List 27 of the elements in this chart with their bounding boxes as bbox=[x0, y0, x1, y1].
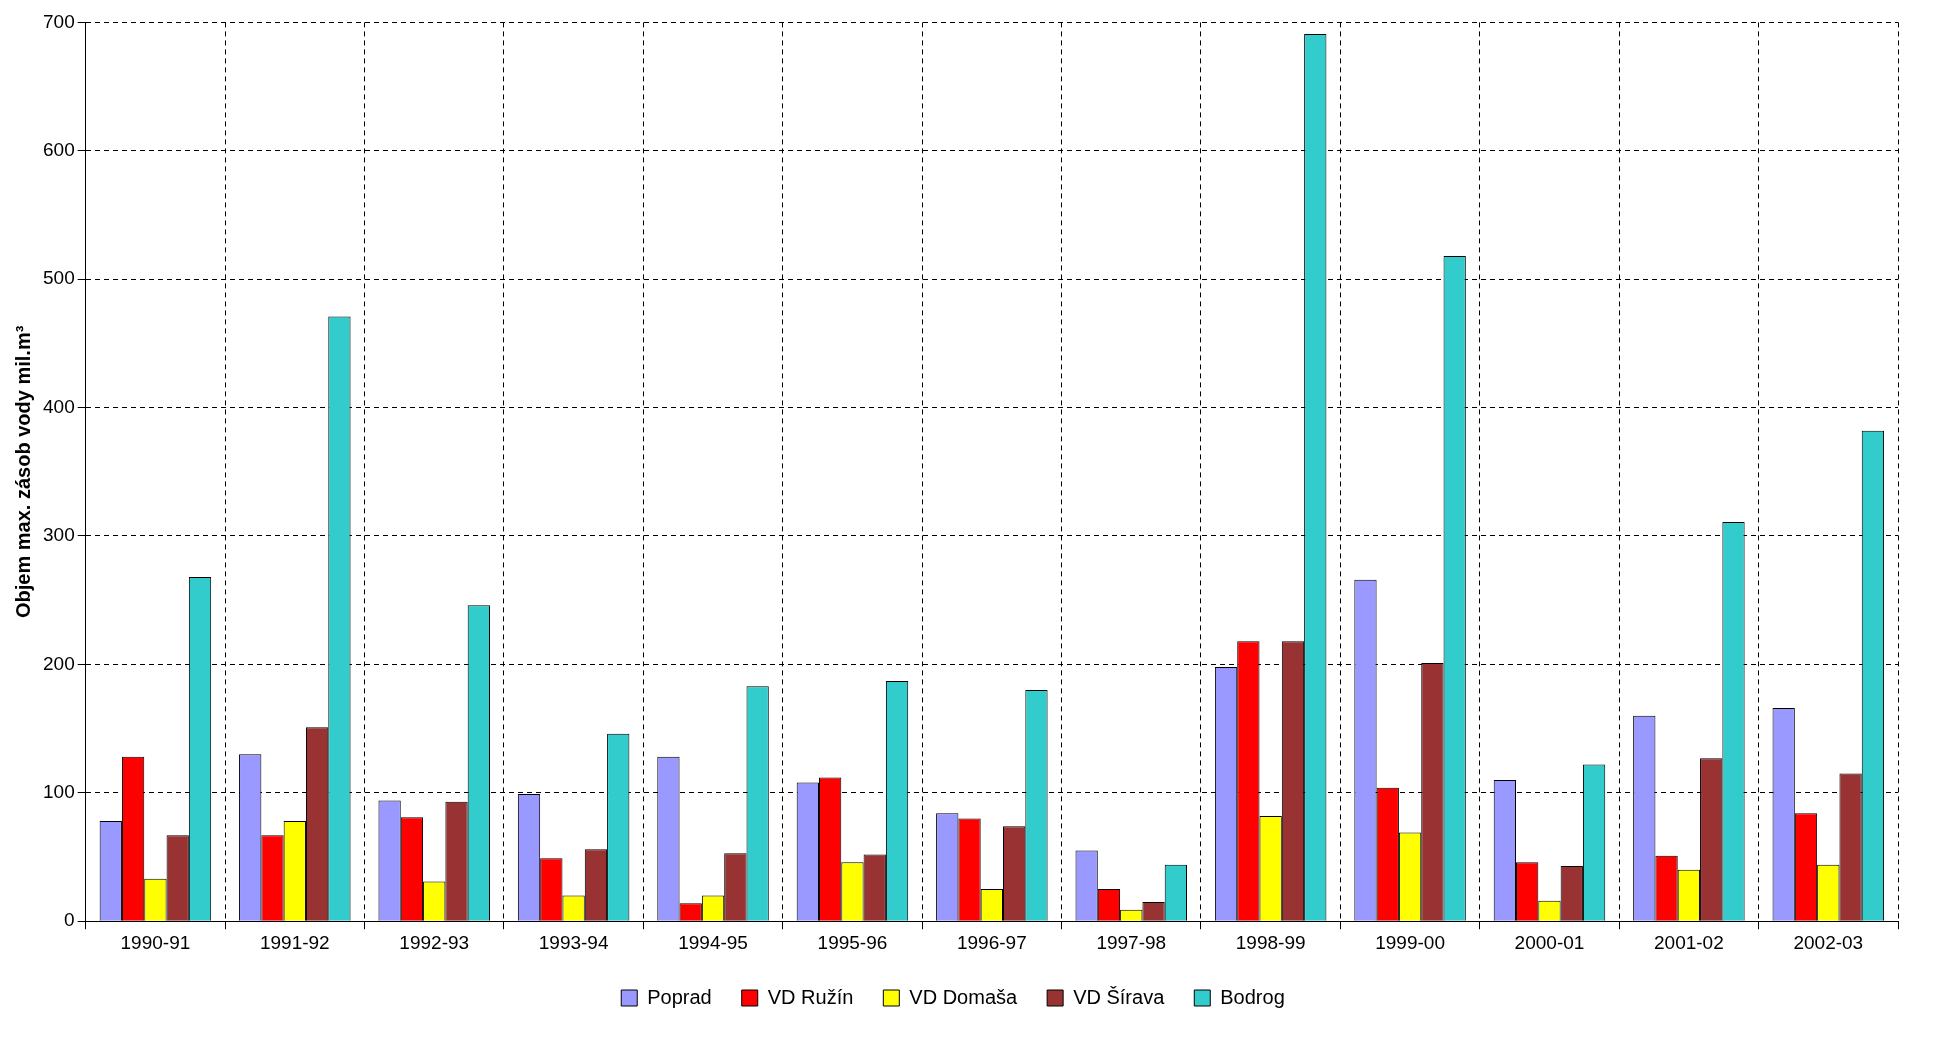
x-tick-label: 1999-00 bbox=[1375, 931, 1445, 953]
x-tick-label: 1994-95 bbox=[678, 931, 748, 953]
x-tick-label: 2000-01 bbox=[1514, 931, 1585, 953]
y-tick-label: 200 bbox=[43, 652, 75, 674]
x-tick-label: 2001-02 bbox=[1654, 931, 1724, 953]
y-tick-label: 700 bbox=[43, 10, 75, 32]
legend-label: VD Ružín bbox=[767, 985, 854, 1008]
x-tick-label: 1993-94 bbox=[538, 931, 609, 953]
x-tick-label: 1995-96 bbox=[817, 931, 888, 953]
x-tick-label: 1996-97 bbox=[956, 931, 1027, 953]
x-tick-label: 1991-92 bbox=[259, 931, 330, 953]
x-tick-label: 1992-93 bbox=[399, 931, 470, 953]
y-tick-label: 100 bbox=[43, 781, 75, 803]
y-tick-label: 300 bbox=[43, 524, 75, 546]
x-tick-label: 1998-99 bbox=[1235, 931, 1306, 953]
legend-label: VD Šírava bbox=[1073, 985, 1166, 1008]
x-tick-label: 1997-98 bbox=[1096, 931, 1167, 953]
legend-label: VD Domaša bbox=[909, 985, 1018, 1008]
y-tick-label: 0 bbox=[64, 909, 75, 931]
y-tick-label: 600 bbox=[43, 139, 75, 161]
y-axis-title: Objem max. zásob vody mil.m³ bbox=[11, 325, 34, 618]
legend-label: Bodrog bbox=[1220, 985, 1285, 1008]
y-tick-label: 400 bbox=[43, 395, 75, 417]
legend-label: Poprad bbox=[647, 985, 712, 1008]
x-tick-label: 1990-91 bbox=[120, 931, 191, 953]
x-tick-label: 2002-03 bbox=[1793, 931, 1864, 953]
y-tick-label: 500 bbox=[43, 267, 75, 289]
